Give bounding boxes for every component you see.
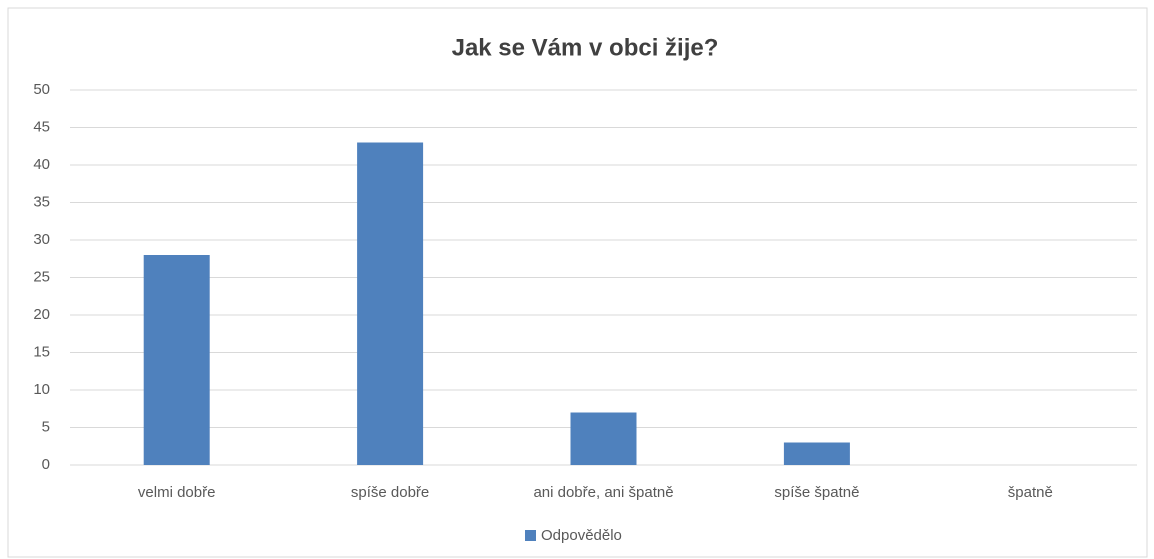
y-tick-label: 0 xyxy=(42,456,50,473)
x-tick-label: spíše špatně xyxy=(774,484,859,501)
y-tick-label: 5 xyxy=(42,418,50,435)
y-tick-label: 45 xyxy=(33,118,50,135)
y-tick-label: 35 xyxy=(33,193,50,210)
y-tick-label: 25 xyxy=(33,268,50,285)
y-tick-label: 40 xyxy=(33,156,50,173)
bar xyxy=(143,255,210,465)
legend-label: Odpovědělo xyxy=(541,527,622,544)
x-tick-label: spíše dobře xyxy=(351,484,429,501)
chart-title: Jak se Vám v obci žije? xyxy=(452,34,719,61)
y-tick-label: 20 xyxy=(33,306,50,323)
x-tick-label: velmi dobře xyxy=(138,484,216,501)
bar xyxy=(570,412,637,465)
x-tick-label: špatně xyxy=(1008,484,1053,501)
y-tick-label: 10 xyxy=(33,381,50,398)
bar xyxy=(357,142,424,465)
y-tick-label: 15 xyxy=(33,343,50,360)
y-tick-label: 30 xyxy=(33,231,50,248)
y-tick-label: 50 xyxy=(33,81,50,98)
x-tick-label: ani dobře, ani špatně xyxy=(533,484,673,501)
bar xyxy=(783,442,850,465)
legend-swatch xyxy=(525,530,536,541)
